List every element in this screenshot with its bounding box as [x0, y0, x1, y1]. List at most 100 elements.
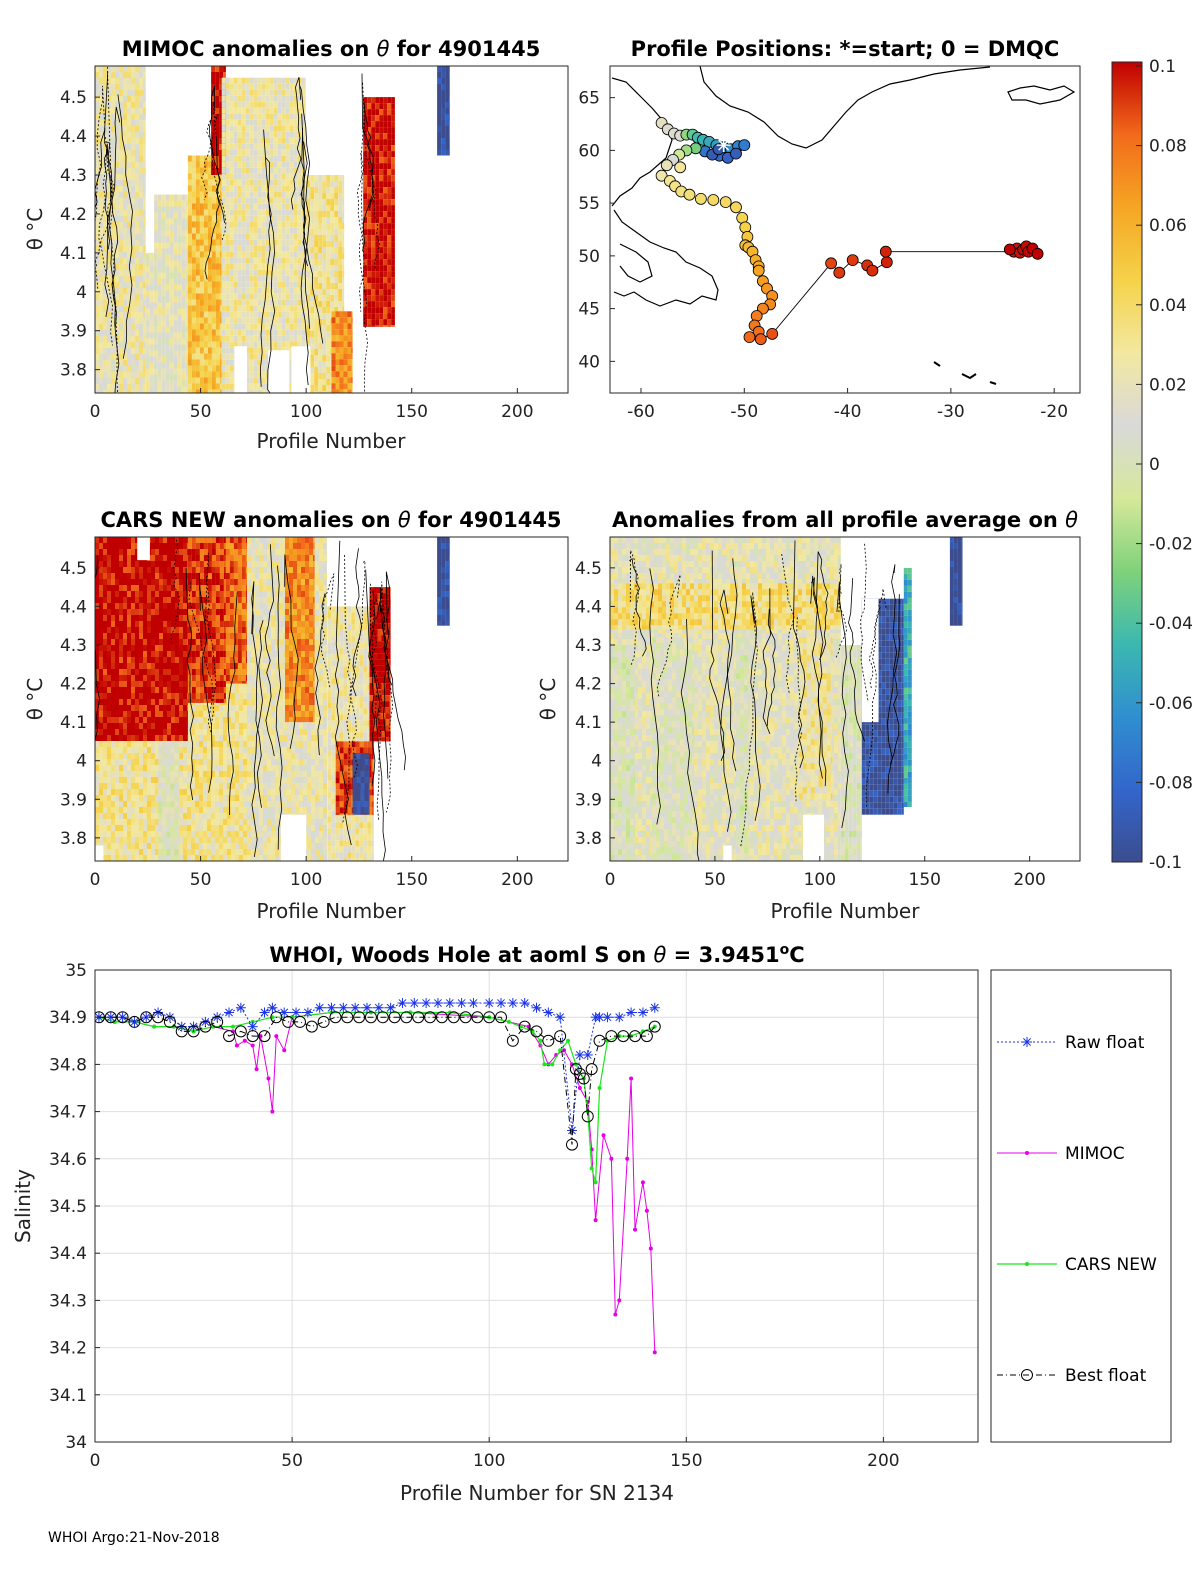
heatmap-cell: [253, 167, 258, 174]
heatmap-cell: [187, 765, 191, 771]
heatmap-cell: [139, 150, 143, 156]
heatmap-cell: [269, 179, 274, 186]
heatmap-cell: [143, 336, 146, 342]
heatmap-cell: [95, 102, 99, 108]
heatmap-cell: [135, 330, 139, 336]
heatmap-cell: [342, 181, 345, 187]
heatmap-cell: [119, 312, 123, 318]
heatmap-cell: [115, 288, 119, 294]
heatmap-cell: [249, 137, 254, 144]
heatmap-cell: [293, 239, 298, 246]
heatmap-cell: [215, 239, 220, 246]
heatmap-cell: [157, 224, 162, 231]
heatmap-cell: [99, 378, 103, 384]
heatmap-cell: [297, 245, 302, 252]
heatmap-cell: [143, 807, 147, 813]
heatmap-cell: [261, 293, 266, 300]
heatmap-cell: [229, 287, 234, 294]
heatmap-cell: [179, 801, 183, 807]
heatmap-cell: [261, 137, 266, 144]
heatmap-cell: [293, 197, 298, 204]
heatmap-cell: [273, 155, 278, 162]
heatmap-cell: [233, 281, 238, 288]
heatmap-cell: [211, 114, 216, 120]
heatmap-cell: [107, 180, 111, 186]
heatmap-cell: [143, 777, 147, 783]
heatmap-cell: [199, 287, 204, 294]
heatmap-cell: [183, 771, 187, 777]
heatmap-cell: [277, 89, 282, 96]
heatmap-cell: [99, 198, 103, 204]
heatmap-cell: [155, 747, 159, 753]
heatmap-cell: [318, 277, 323, 283]
heatmap-cell: [185, 362, 188, 369]
heatmap-cell: [99, 252, 103, 258]
heatmap-cell: [387, 259, 392, 266]
heatmap-cell: [115, 258, 119, 264]
heatmap-cell: [253, 191, 258, 198]
heatmap-cell: [293, 143, 298, 150]
heatmap-cell: [285, 125, 290, 132]
heatmap-cell: [107, 78, 111, 84]
heatmap-cell: [383, 319, 388, 326]
heatmap-cell: [257, 269, 262, 276]
heatmap-cell: [338, 187, 343, 193]
heatmap-cell: [277, 203, 282, 210]
heatmap-cell: [143, 795, 147, 801]
heatmap-cell: [233, 191, 238, 198]
heatmap-cell: [229, 281, 234, 288]
heatmap-cell: [257, 281, 262, 288]
heatmap-cell: [301, 251, 306, 258]
heatmap-cell: [155, 771, 159, 777]
heatmap-cell: [445, 108, 450, 114]
heatmap-cell: [301, 281, 306, 288]
heatmap-cell: [99, 753, 103, 759]
heatmap-cell: [119, 264, 123, 270]
heatmap-cell: [207, 155, 212, 162]
heatmap-cell: [191, 311, 196, 318]
heatmap-cell: [449, 108, 450, 114]
heatmap-cell: [119, 813, 123, 819]
heatmap-cell: [281, 257, 286, 264]
heatmap-cell: [301, 293, 306, 300]
heatmap-cell: [99, 813, 103, 819]
heatmap-cell: [387, 313, 392, 320]
heatmap-cell: [169, 266, 174, 273]
heatmap-cell: [331, 317, 336, 324]
heatmap-cell: [181, 248, 186, 255]
heatmap-cell: [155, 831, 159, 837]
heatmap-cell: [241, 281, 246, 288]
heatmap-cell: [241, 161, 246, 168]
heatmap-cell: [115, 156, 119, 162]
heatmap-cell: [289, 119, 294, 126]
heatmap-cell: [293, 113, 298, 120]
heatmap-cell: [169, 212, 174, 219]
heatmap-cell: [289, 329, 294, 336]
heatmap-cell: [233, 161, 238, 168]
heatmap-cell: [225, 173, 230, 180]
heatmap-cell: [99, 360, 103, 366]
heatmap-cell: [441, 66, 446, 72]
heatmap-cell: [281, 149, 286, 156]
heatmap-cell: [326, 181, 331, 187]
y-tick-label: 3.8: [60, 361, 87, 381]
heatmap-cell: [115, 132, 119, 138]
heatmap-cell: [119, 384, 123, 390]
heatmap-cell: [177, 284, 182, 291]
heatmap-cell: [187, 735, 191, 741]
heatmap-cell: [322, 235, 327, 241]
heatmap-cell: [221, 251, 226, 258]
heatmap-cell: [111, 258, 115, 264]
x-tick-label: -30: [937, 402, 965, 422]
heatmap-cell: [99, 837, 103, 843]
heatmap-cell: [161, 380, 166, 387]
heatmap-cell: [253, 359, 258, 366]
heatmap-cell: [367, 277, 372, 284]
heatmap-cell: [131, 765, 135, 771]
heatmap-cell: [215, 257, 220, 264]
heatmap-cell: [245, 299, 250, 306]
heatmap-cell: [183, 783, 187, 789]
heatmap-cell: [257, 203, 262, 210]
heatmap-cell: [127, 318, 131, 324]
heatmap-cell: [322, 211, 327, 217]
